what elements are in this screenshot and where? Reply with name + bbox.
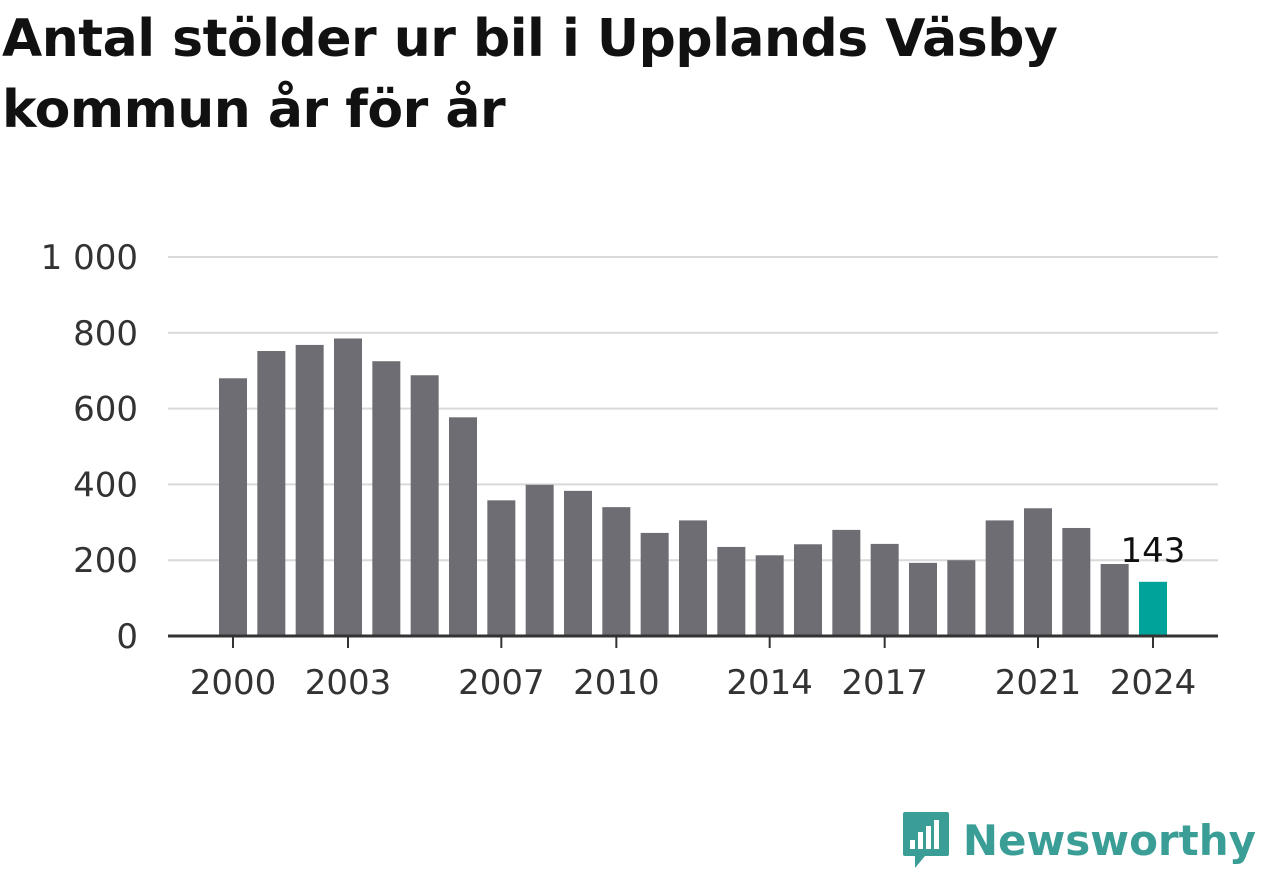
bar (257, 350, 286, 636)
bar (1100, 563, 1129, 636)
x-tick-label: 2000 (190, 663, 277, 703)
y-tick-label: 200 (73, 541, 138, 581)
bar (525, 484, 554, 636)
bar (602, 507, 631, 636)
bar (564, 490, 592, 636)
brand-name: Newsworthy (962, 815, 1256, 865)
bar (449, 417, 477, 636)
bar (334, 338, 362, 636)
bar (219, 378, 247, 636)
bar (679, 520, 707, 636)
grid-lines (168, 256, 1218, 562)
labels: 0 200 400 600 800 1 000 2000 2003 2007 2010 2014 20… (41, 238, 1197, 703)
y-tick-label: 800 (73, 314, 138, 354)
bar (487, 500, 516, 636)
bar (295, 344, 324, 636)
data-label: 143 (1121, 531, 1186, 571)
x-tick-label: 2021 (995, 663, 1082, 703)
bars (219, 338, 1167, 636)
y-tick-label: 600 (73, 390, 138, 430)
newsworthy-logo-icon (902, 812, 949, 868)
bar (717, 546, 746, 636)
y-tick-label: 0 (116, 617, 138, 657)
chart-title: Antal stölder ur bil i Upplands Väsby ko… (2, 9, 1058, 140)
axes (168, 634, 1218, 648)
bar (755, 555, 784, 636)
x-tick-label: 2024 (1110, 663, 1197, 703)
bar (870, 543, 899, 636)
bar (985, 520, 1014, 636)
bar (909, 562, 937, 636)
bar (1024, 508, 1052, 636)
bar (1139, 581, 1167, 636)
bar (794, 544, 822, 636)
bar (832, 529, 861, 636)
x-tick-label: 2017 (841, 663, 928, 703)
bar (640, 532, 669, 636)
bar (372, 361, 401, 636)
y-tick-label: 1 000 (41, 238, 138, 278)
y-tick-label: 400 (73, 465, 138, 505)
brand-logo: Newsworthy (901, 809, 1256, 871)
bar (410, 375, 439, 636)
x-tick-label: 2003 (305, 663, 392, 703)
x-tick-label: 2010 (573, 663, 660, 703)
bar (1062, 527, 1091, 636)
x-tick-label: 2014 (726, 663, 813, 703)
bar (947, 560, 976, 636)
x-tick-label: 2007 (458, 663, 545, 703)
